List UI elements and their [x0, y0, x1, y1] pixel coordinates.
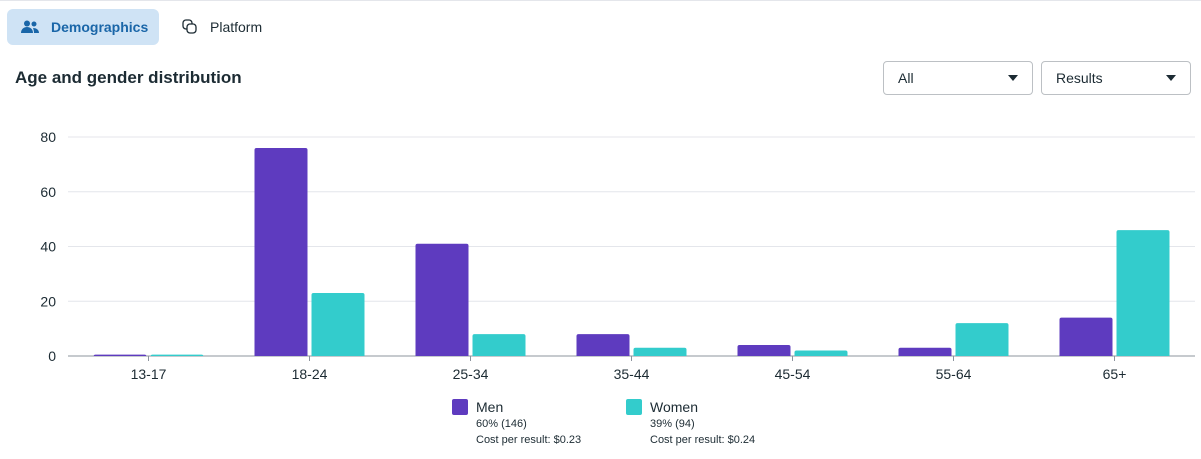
legend-swatch-women: [626, 399, 642, 415]
y-tick-label: 0: [48, 348, 56, 364]
x-tick-label: 25-34: [453, 366, 489, 382]
bar-women: [472, 334, 526, 356]
bar-men: [93, 354, 147, 357]
bar-men: [576, 334, 630, 356]
page-title: Age and gender distribution: [15, 68, 242, 87]
legend-swatch-men: [452, 399, 468, 415]
legend-share: 60% (146): [476, 418, 527, 430]
bar-chart: 0 20 40 60 80 13-17 18-24 25-34 35-44 45-54 55-64 6…: [40, 129, 1195, 382]
caret-down-icon: [1008, 75, 1018, 81]
copy-icon: [182, 19, 197, 34]
legend-name: Men: [476, 399, 504, 415]
x-tick-label: 45-54: [775, 366, 811, 382]
bar-men: [254, 147, 308, 356]
x-tick-label: 65+: [1103, 366, 1127, 382]
tab-demographics[interactable]: Demographics: [7, 9, 159, 45]
x-tick-label: 55-64: [936, 366, 972, 382]
y-tick-label: 80: [40, 129, 56, 145]
bar-men: [1059, 317, 1113, 356]
dropdown-value: All: [898, 70, 914, 86]
legend-name: Women: [650, 399, 698, 415]
people-icon: [21, 20, 39, 33]
bar-women: [955, 323, 1009, 356]
legend-men: Men 60% (146) Cost per result: $0.23: [452, 398, 581, 448]
bar-women: [794, 350, 848, 356]
x-tick-label: 18-24: [292, 366, 328, 382]
y-tick-label: 40: [40, 239, 56, 255]
x-tick-label: 35-44: [614, 366, 650, 382]
dropdown-value: Results: [1056, 70, 1103, 86]
bar-women: [150, 354, 204, 357]
caret-down-icon: [1166, 75, 1176, 81]
bar-women: [633, 347, 687, 356]
y-tick-label: 20: [40, 293, 56, 309]
legend-women: Women 39% (94) Cost per result: $0.24: [626, 398, 755, 448]
tab-label: Demographics: [51, 19, 149, 35]
tab-platform[interactable]: Platform: [178, 9, 262, 45]
bar-men: [737, 345, 791, 356]
legend-cost: Cost per result: $0.24: [650, 434, 756, 446]
bar-men: [415, 243, 469, 356]
metric-dropdown[interactable]: Results: [1041, 61, 1191, 95]
y-tick-label: 60: [40, 184, 56, 200]
audience-dropdown[interactable]: All: [883, 61, 1033, 95]
bar-men: [898, 347, 952, 356]
bar-women: [311, 293, 365, 356]
tab-label: Platform: [210, 19, 263, 35]
x-tick-label: 13-17: [131, 366, 167, 382]
bar-women: [1116, 230, 1170, 356]
top-divider: [0, 0, 1201, 1]
legend-share: 39% (94): [650, 418, 695, 430]
legend-cost: Cost per result: $0.23: [476, 434, 582, 446]
